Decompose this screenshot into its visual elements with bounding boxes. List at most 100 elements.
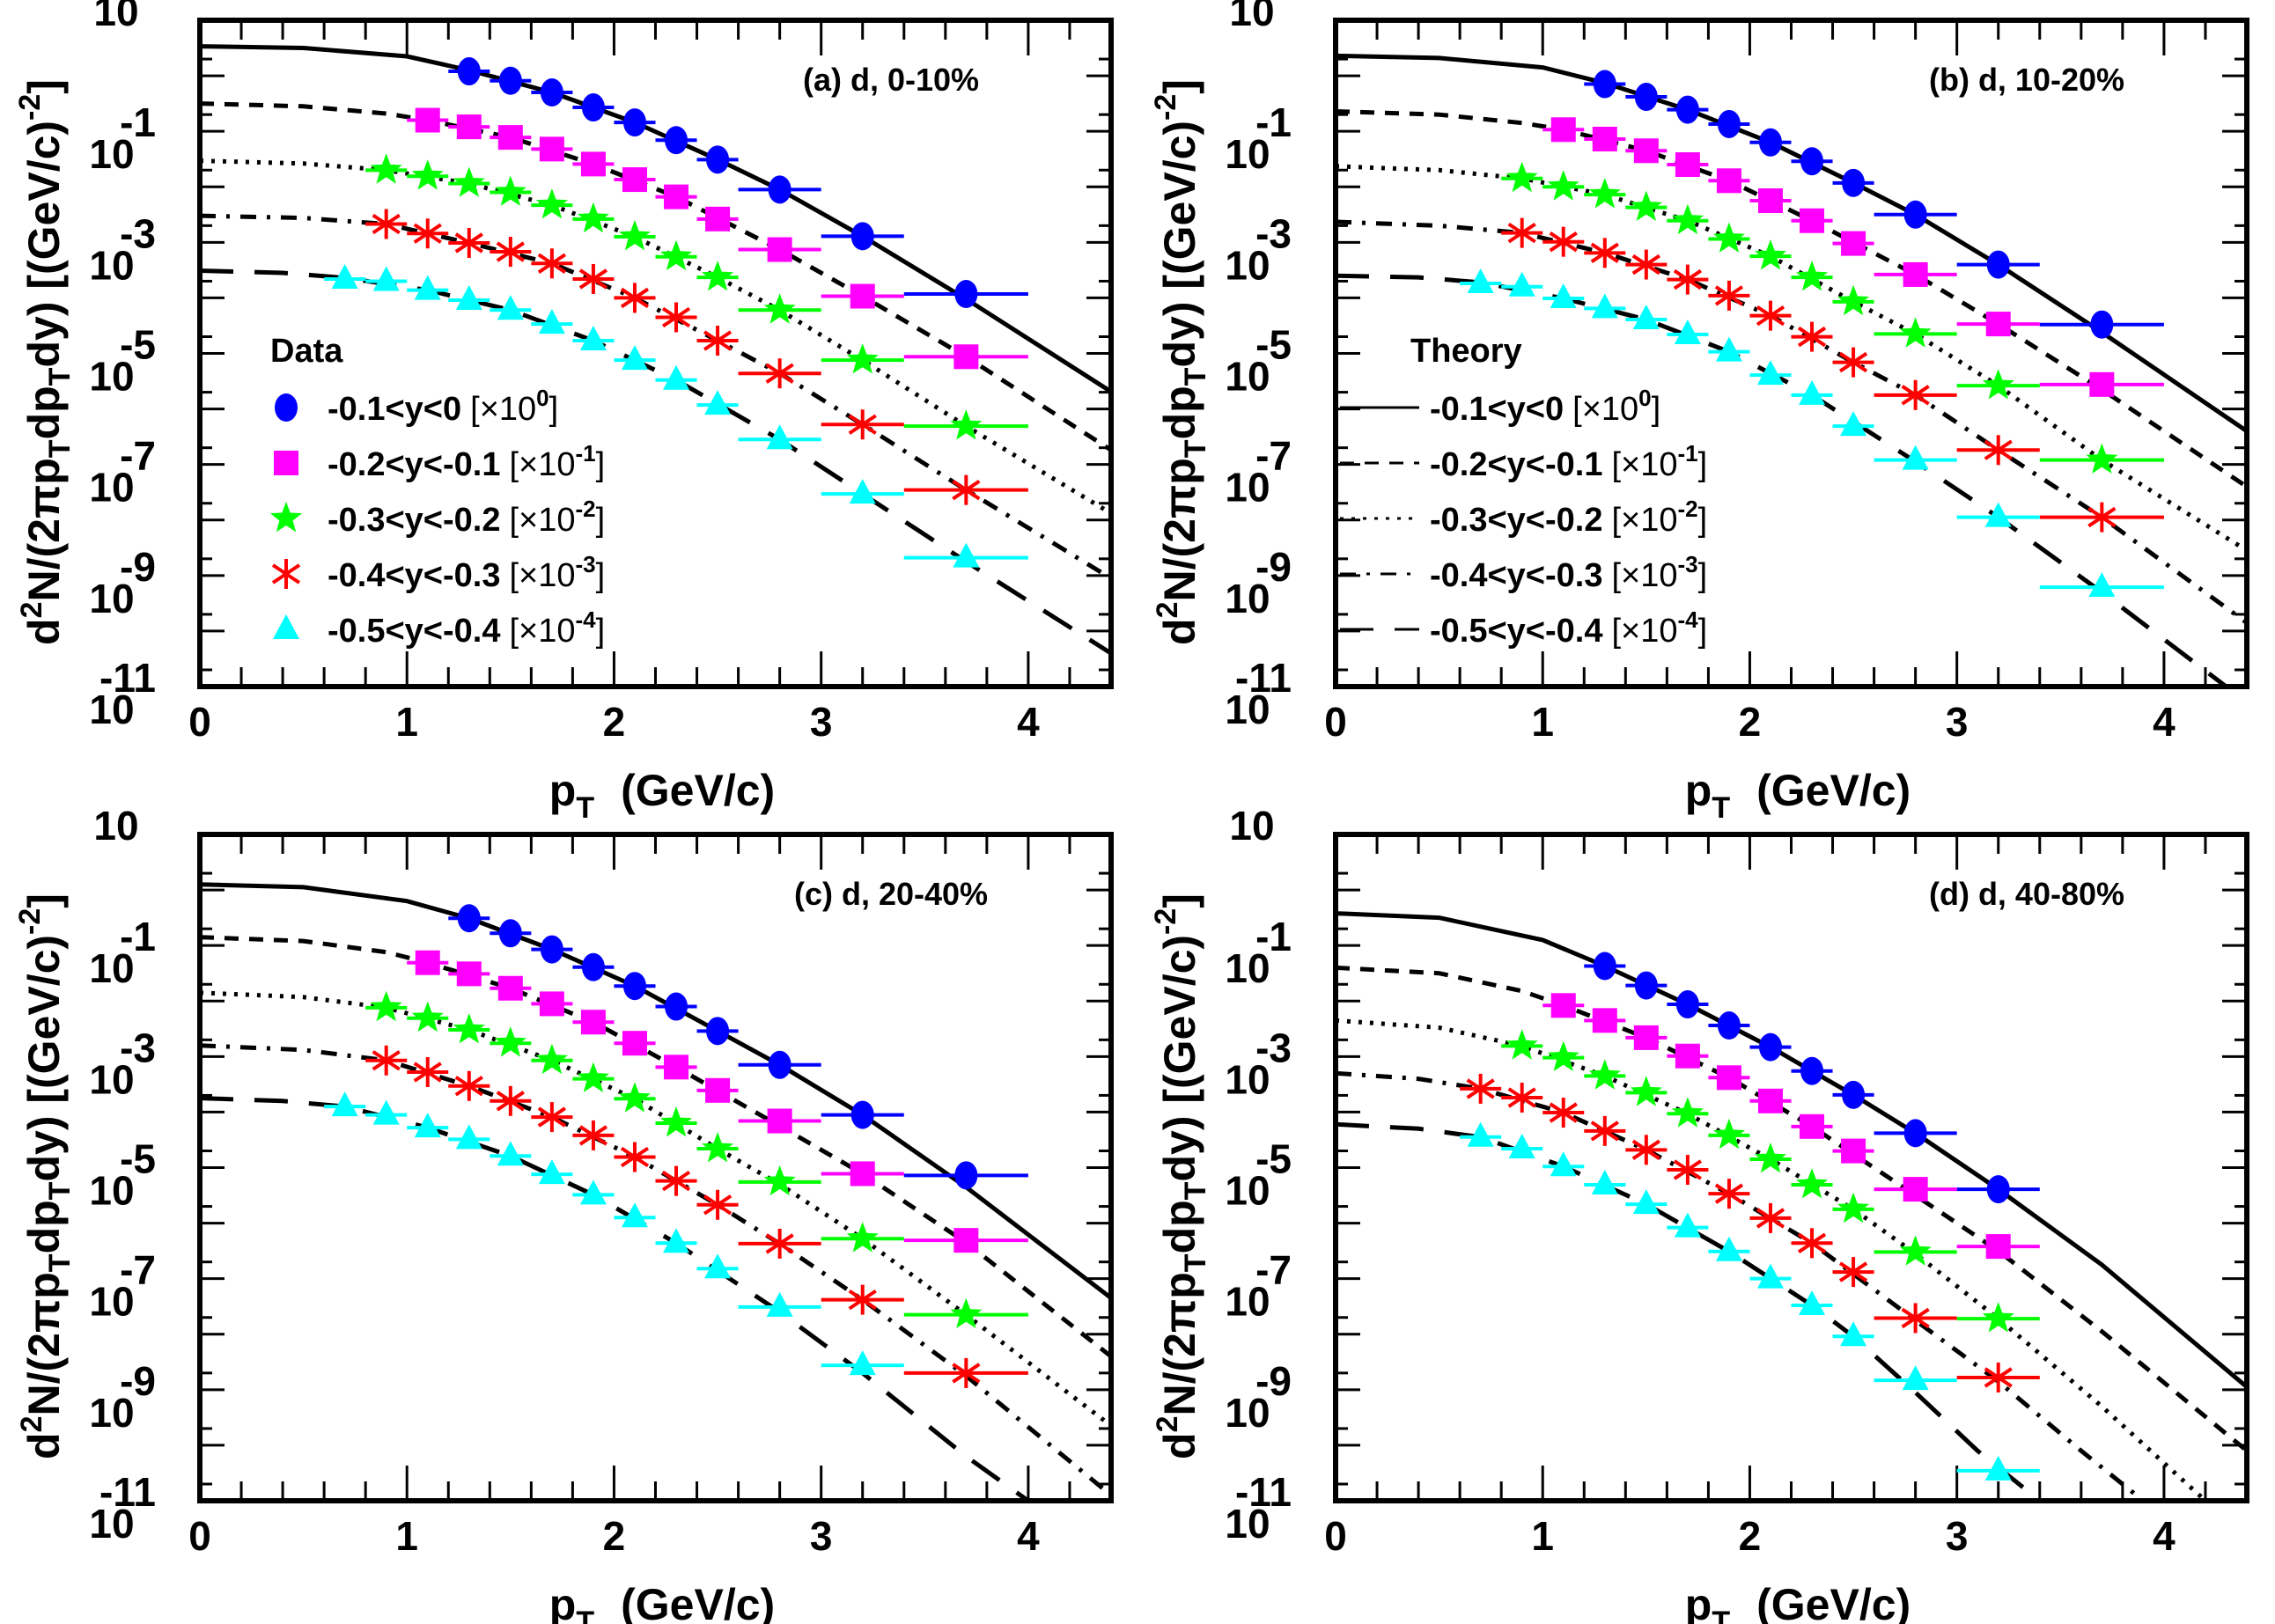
data-point-asterisk: [1756, 300, 1785, 331]
data-point-asterisk: [1797, 321, 1827, 352]
y-axis-title-part: dy) [(GeV/c): [19, 121, 69, 368]
x-axis-title-sub: T: [1712, 791, 1730, 825]
x-tick-label: 3: [810, 699, 833, 745]
data-point-square: [1903, 1177, 1928, 1202]
data-point-square: [456, 961, 482, 987]
asterisk-stroke: [1984, 1367, 2013, 1388]
asterisk-stroke: [1797, 1232, 1827, 1253]
legend-scale-exp: -3: [1678, 551, 1698, 577]
data-point-asterisk: [413, 218, 442, 249]
data-point-asterisk: [537, 1102, 566, 1133]
y-axis-title-sup: 2: [1151, 601, 1184, 618]
asterisk-stroke: [413, 1062, 442, 1083]
data-point-square: [1675, 152, 1700, 178]
data-point-asterisk: [454, 1070, 483, 1101]
data-point-asterisk: [1673, 264, 1702, 295]
data-point-square: [539, 991, 564, 1017]
data-point-asterisk: [703, 325, 733, 356]
data-point-asterisk: [1590, 1115, 1619, 1146]
y-tick-label-base: 10: [93, 0, 138, 34]
data-point-star: [411, 159, 444, 190]
data-point-circle: [706, 1017, 730, 1046]
y-tick-label-base: 10: [89, 945, 134, 991]
data-point-star: [370, 990, 402, 1022]
data-point-star: [1588, 178, 1621, 209]
data-point-triangle: [1674, 320, 1701, 345]
y-tick-label-base: 10: [1225, 1279, 1270, 1325]
x-tick-label: 1: [1531, 1513, 1554, 1559]
data-point-triangle: [663, 1228, 690, 1253]
data-point-star: [1837, 284, 1870, 316]
data-point-star: [1796, 1168, 1829, 1199]
data-point-star: [1588, 1059, 1621, 1090]
data-point-circle: [1758, 128, 1782, 157]
data-point-circle: [1800, 147, 1824, 176]
data-point-star: [535, 1043, 568, 1075]
data-series-1: [448, 904, 1028, 1190]
y-axis-title-end: ]: [1155, 893, 1204, 908]
y-axis-title-sup: 2: [15, 1415, 48, 1432]
y-tick-label-base: 10: [89, 1279, 134, 1325]
legend-entry-label: -0.2<y<-0.1 [×10-1]: [1430, 440, 1707, 483]
data-point-asterisk: [1590, 238, 1619, 268]
legend-entry-label: -0.1<y<0 [×100]: [328, 385, 558, 428]
data-point-star: [846, 343, 879, 374]
chart-panel-a: 0 1 2 3 41010-110-310-510-710-910-11d2N/(2πp…: [13, 0, 1114, 825]
data-point-circle: [1842, 1080, 1866, 1109]
data-point-triangle: [414, 275, 441, 300]
asterisk-stroke: [372, 1050, 401, 1071]
data-point-square: [415, 950, 440, 975]
x-tick-label: 3: [1946, 699, 1969, 745]
data-point-asterisk: [1631, 1135, 1660, 1165]
data-series-2: [1542, 117, 2164, 397]
chart-panel-d: 0 1 2 3 41010-110-310-510-710-910-11d2N/(2πp…: [1149, 803, 2249, 1624]
y-axis-title-part: dy) [(GeV/c): [1155, 121, 1204, 368]
y-tick-label-exponent: -11: [99, 655, 156, 701]
x-tick-label: 4: [1017, 699, 1040, 745]
data-point-asterisk: [413, 1056, 442, 1087]
y-tick-label-exponent: -11: [1235, 1469, 1292, 1515]
y-axis-title: d2N/(2πpTdpTdy) [(GeV/c)-2]: [1149, 893, 1212, 1459]
data-point-square: [705, 206, 731, 231]
x-tick-label: 2: [1739, 699, 1762, 745]
y-tick-label-exponent: -9: [1255, 1358, 1292, 1404]
data-point-circle: [622, 108, 646, 137]
y-axis-title-part: dy) [(GeV/c): [1155, 935, 1204, 1182]
x-axis-title-sub: T: [576, 791, 594, 825]
data-point-square: [1550, 117, 1576, 143]
legend-scale-prefix: [×10: [1611, 613, 1677, 650]
data-point-square: [1633, 1025, 1659, 1050]
data-point-triangle: [1799, 379, 1826, 405]
y-axis-title: d2N/(2πpTdpTdy) [(GeV/c)-2]: [1149, 79, 1212, 645]
data-point-square: [1841, 231, 1866, 256]
y-tick-label-exponent: -11: [99, 1469, 156, 1515]
plot-frame: [197, 18, 1114, 689]
x-axis-title-p: p: [1685, 766, 1712, 815]
asterisk-stroke: [848, 414, 877, 435]
legend-scale-prefix: [×10: [1611, 502, 1677, 539]
data-point-star: [1754, 1143, 1786, 1173]
data-point-asterisk: [1838, 1257, 1868, 1288]
data-point-circle: [850, 1100, 874, 1129]
data-point-square: [1633, 138, 1659, 164]
data-point-square: [622, 1031, 647, 1056]
legend-range: -0.5<y<-0.4: [328, 613, 500, 650]
data-point-triangle: [579, 1179, 607, 1205]
legend-title: Data: [270, 333, 343, 370]
y-tick-label-exponent: -5: [120, 1136, 156, 1182]
data-point-triangle: [1508, 1134, 1535, 1159]
data-point-triangle: [704, 390, 732, 415]
y-tick-label-base: 10: [89, 576, 134, 621]
data-point-triangle: [414, 1113, 441, 1138]
y-tick-label-exponent: -7: [120, 433, 156, 479]
data-point-square: [539, 136, 564, 162]
data-point-triangle: [455, 1124, 482, 1150]
data-point-asterisk: [454, 227, 483, 258]
asterisk-stroke: [1756, 1208, 1785, 1229]
data-point-star: [1506, 1029, 1538, 1060]
legend-scale-prefix: [×10: [509, 557, 575, 594]
data-point-circle: [581, 93, 605, 122]
legend-range: -0.2<y<-0.1: [1430, 446, 1602, 483]
x-axis-title-p: p: [549, 1580, 577, 1624]
